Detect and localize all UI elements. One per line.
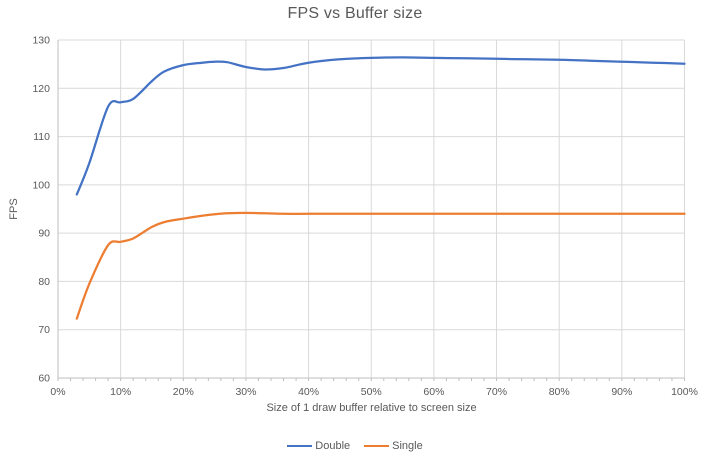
y-tick-label: 90 bbox=[38, 228, 50, 240]
x-tick-label: 80% bbox=[549, 386, 570, 398]
x-tick-label: 70% bbox=[486, 386, 507, 398]
legend-item-single: Single bbox=[364, 439, 423, 453]
y-tick-label: 70 bbox=[38, 324, 50, 336]
x-tick-label: 40% bbox=[298, 386, 319, 398]
x-tick-label: 90% bbox=[611, 386, 632, 398]
x-tick-label: 10% bbox=[110, 386, 131, 398]
y-tick-label: 130 bbox=[32, 35, 50, 47]
y-tick-label: 60 bbox=[38, 373, 50, 385]
y-tick-label: 110 bbox=[33, 131, 50, 143]
y-tick-label: 120 bbox=[32, 83, 50, 95]
x-axis-title: Size of 1 draw buffer relative to screen… bbox=[266, 402, 477, 414]
legend: Double Single bbox=[0, 439, 710, 453]
legend-swatch-single-icon bbox=[364, 444, 390, 448]
y-tick-label: 80 bbox=[38, 276, 50, 288]
legend-label-single: Single bbox=[392, 440, 423, 452]
x-tick-label: 100% bbox=[671, 386, 698, 398]
x-tick-label: 0% bbox=[50, 386, 65, 398]
x-tick-label: 30% bbox=[235, 386, 256, 398]
legend-swatch-double-icon bbox=[287, 444, 313, 448]
legend-label-double: Double bbox=[315, 440, 351, 452]
series-line-double bbox=[75, 56, 686, 196]
x-tick-label: 60% bbox=[423, 386, 444, 398]
x-tick-label: 50% bbox=[361, 386, 382, 398]
y-tick-label: 100 bbox=[32, 179, 50, 191]
x-tick-label: 20% bbox=[173, 386, 194, 398]
chart-title: FPS vs Buffer size bbox=[287, 5, 423, 22]
y-axis-title: FPS bbox=[8, 198, 20, 220]
legend-item-double: Double bbox=[287, 439, 350, 453]
series-line-single bbox=[75, 211, 686, 320]
